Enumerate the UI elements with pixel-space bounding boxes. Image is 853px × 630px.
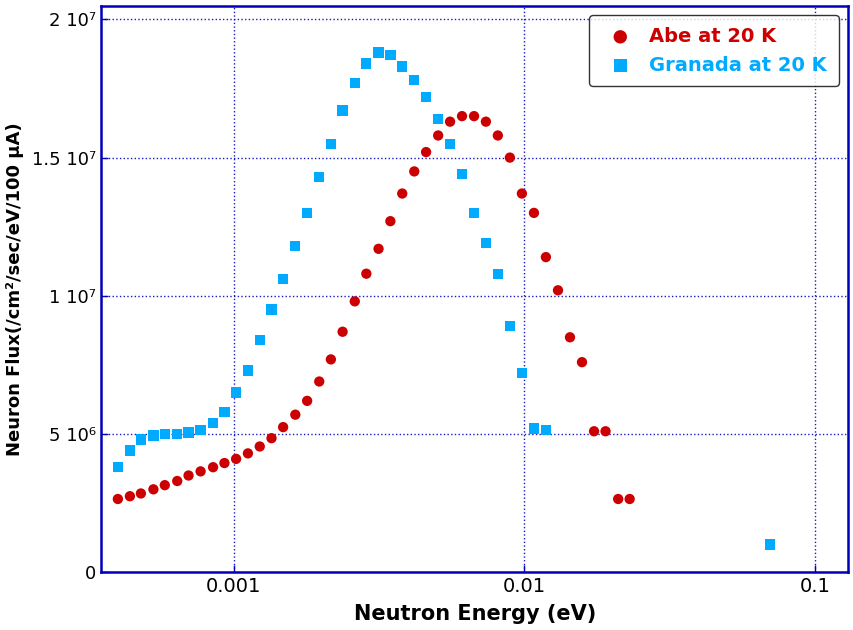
- Granada at 20 K: [383, 50, 397, 60]
- Granada at 20 K: [419, 92, 432, 102]
- Granada at 20 K: [763, 539, 776, 549]
- Abe at 20 K: [622, 494, 635, 504]
- Abe at 20 K: [371, 244, 385, 254]
- Abe at 20 K: [241, 449, 254, 459]
- Abe at 20 K: [312, 377, 326, 387]
- Abe at 20 K: [229, 454, 242, 464]
- Y-axis label: Neuron Flux(/cm²/sec/eV/100 μA): Neuron Flux(/cm²/sec/eV/100 μA): [6, 122, 24, 455]
- Legend: Abe at 20 K, Granada at 20 K: Abe at 20 K, Granada at 20 K: [589, 15, 838, 86]
- Granada at 20 K: [218, 407, 231, 417]
- Abe at 20 K: [111, 494, 125, 504]
- Abe at 20 K: [171, 476, 184, 486]
- Granada at 20 K: [111, 462, 125, 472]
- Abe at 20 K: [252, 442, 266, 452]
- Abe at 20 K: [323, 354, 337, 364]
- Granada at 20 K: [264, 304, 278, 314]
- Granada at 20 K: [443, 139, 456, 149]
- Granada at 20 K: [371, 47, 385, 57]
- Abe at 20 K: [206, 462, 220, 472]
- Abe at 20 K: [276, 422, 290, 432]
- Abe at 20 K: [479, 117, 492, 127]
- Granada at 20 K: [158, 429, 171, 439]
- Granada at 20 K: [526, 423, 540, 433]
- Abe at 20 K: [182, 471, 195, 481]
- Abe at 20 K: [335, 327, 349, 337]
- Granada at 20 K: [347, 78, 361, 88]
- Abe at 20 K: [359, 268, 373, 278]
- Abe at 20 K: [419, 147, 432, 157]
- Abe at 20 K: [158, 480, 171, 490]
- Granada at 20 K: [182, 428, 195, 438]
- Granada at 20 K: [490, 268, 504, 278]
- Granada at 20 K: [455, 169, 468, 179]
- Abe at 20 K: [550, 285, 564, 295]
- Granada at 20 K: [252, 335, 266, 345]
- Abe at 20 K: [288, 410, 302, 420]
- Granada at 20 K: [335, 106, 349, 116]
- Abe at 20 K: [502, 152, 516, 163]
- Abe at 20 K: [455, 111, 468, 121]
- Granada at 20 K: [538, 425, 552, 435]
- Granada at 20 K: [288, 241, 302, 251]
- Abe at 20 K: [300, 396, 314, 406]
- Abe at 20 K: [514, 188, 528, 198]
- Granada at 20 K: [407, 75, 421, 85]
- Abe at 20 K: [587, 427, 601, 437]
- Granada at 20 K: [194, 425, 207, 435]
- Abe at 20 K: [264, 433, 278, 444]
- Abe at 20 K: [467, 111, 480, 121]
- Granada at 20 K: [229, 387, 242, 398]
- Abe at 20 K: [347, 296, 361, 306]
- Granada at 20 K: [323, 139, 337, 149]
- X-axis label: Neutron Energy (eV): Neutron Energy (eV): [353, 604, 595, 624]
- Granada at 20 K: [134, 435, 148, 445]
- Granada at 20 K: [171, 429, 184, 439]
- Granada at 20 K: [241, 365, 254, 375]
- Abe at 20 K: [443, 117, 456, 127]
- Abe at 20 K: [218, 458, 231, 468]
- Granada at 20 K: [206, 418, 220, 428]
- Granada at 20 K: [276, 274, 290, 284]
- Granada at 20 K: [467, 208, 480, 218]
- Granada at 20 K: [147, 430, 160, 440]
- Granada at 20 K: [502, 321, 516, 331]
- Abe at 20 K: [574, 357, 588, 367]
- Abe at 20 K: [598, 427, 612, 437]
- Abe at 20 K: [611, 494, 624, 504]
- Abe at 20 K: [490, 130, 504, 140]
- Abe at 20 K: [383, 216, 397, 226]
- Abe at 20 K: [395, 188, 409, 198]
- Abe at 20 K: [407, 166, 421, 176]
- Granada at 20 K: [359, 59, 373, 69]
- Granada at 20 K: [395, 61, 409, 71]
- Granada at 20 K: [479, 238, 492, 248]
- Abe at 20 K: [562, 332, 576, 342]
- Granada at 20 K: [300, 208, 314, 218]
- Abe at 20 K: [431, 130, 444, 140]
- Abe at 20 K: [538, 252, 552, 262]
- Abe at 20 K: [147, 484, 160, 495]
- Granada at 20 K: [123, 445, 136, 455]
- Abe at 20 K: [526, 208, 540, 218]
- Granada at 20 K: [312, 172, 326, 182]
- Abe at 20 K: [123, 491, 136, 501]
- Granada at 20 K: [514, 368, 528, 378]
- Granada at 20 K: [431, 114, 444, 124]
- Abe at 20 K: [194, 466, 207, 476]
- Abe at 20 K: [134, 488, 148, 498]
